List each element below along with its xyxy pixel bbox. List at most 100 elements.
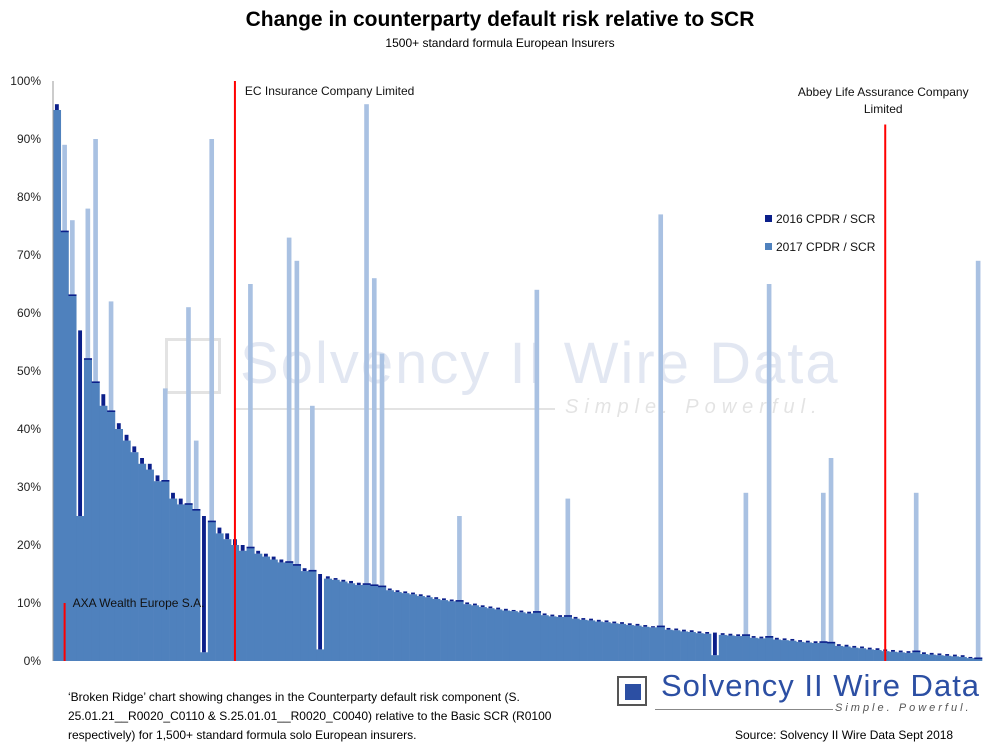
bar-2017 bbox=[834, 645, 843, 661]
bar-2017 bbox=[889, 651, 898, 661]
bar-2016 bbox=[852, 645, 857, 648]
bar-2017 bbox=[478, 607, 487, 661]
bar-2017 bbox=[927, 654, 936, 661]
y-tick-label: 60% bbox=[17, 306, 41, 320]
bar-2017 bbox=[193, 440, 199, 511]
bar-2017 bbox=[734, 636, 743, 661]
bar-2017 bbox=[966, 658, 975, 661]
bar-2016 bbox=[356, 582, 361, 586]
logo-text: Solvency II Wire Data bbox=[661, 668, 981, 703]
y-tick-label: 0% bbox=[24, 654, 42, 668]
logo: Solvency II Wire Data Simple. Powerful. bbox=[615, 668, 985, 720]
bar-2017 bbox=[820, 492, 826, 643]
bar-2017 bbox=[827, 643, 836, 661]
bar-2017 bbox=[618, 623, 627, 661]
bar-2017 bbox=[186, 307, 191, 505]
bars bbox=[53, 104, 983, 662]
bar-2016 bbox=[240, 545, 245, 551]
bar-2017 bbox=[951, 656, 960, 661]
bar-2017 bbox=[440, 600, 449, 661]
bar-2017 bbox=[486, 608, 495, 661]
bar-2016 bbox=[790, 638, 795, 641]
bar-2017 bbox=[371, 278, 377, 586]
bar-2016 bbox=[656, 625, 665, 628]
bar-2017 bbox=[858, 648, 867, 661]
bar-2017 bbox=[904, 652, 913, 661]
bar-2017 bbox=[850, 647, 859, 661]
bar-2017 bbox=[192, 510, 201, 661]
bar-2017 bbox=[393, 591, 402, 661]
bar-2017 bbox=[93, 139, 98, 383]
bar-2017 bbox=[60, 231, 69, 662]
bar-2017 bbox=[401, 593, 410, 661]
bar-2017 bbox=[633, 625, 642, 661]
bar-2016 bbox=[318, 574, 323, 650]
bar-2016 bbox=[285, 561, 294, 563]
bar-2017 bbox=[788, 640, 797, 661]
bar-2016 bbox=[192, 509, 201, 511]
bar-2017 bbox=[471, 605, 480, 661]
bar-2016 bbox=[426, 595, 431, 598]
bar-2017 bbox=[912, 651, 921, 661]
bar-2016 bbox=[666, 627, 671, 630]
bar-2016 bbox=[140, 458, 144, 464]
bar-2016 bbox=[550, 614, 555, 617]
bar-2017 bbox=[587, 620, 596, 661]
bar-2016 bbox=[378, 585, 387, 588]
bar-2017 bbox=[108, 301, 114, 412]
bar-2016 bbox=[488, 606, 493, 609]
bar-2017 bbox=[602, 622, 611, 661]
bar-2016 bbox=[705, 632, 710, 634]
bar-2017 bbox=[680, 631, 689, 661]
bar-2017 bbox=[742, 635, 751, 661]
bar-2017 bbox=[579, 619, 588, 661]
bar-2016 bbox=[612, 621, 617, 624]
bar-2016 bbox=[171, 492, 175, 499]
bar-2016 bbox=[256, 550, 261, 554]
bar-2016 bbox=[674, 628, 679, 631]
bar-2016 bbox=[279, 559, 284, 563]
bar-2017 bbox=[819, 642, 828, 661]
bar-2017 bbox=[625, 625, 634, 661]
bar-2017 bbox=[122, 440, 131, 661]
bar-2017 bbox=[718, 634, 727, 661]
bar-2017 bbox=[285, 562, 294, 661]
bar-2017 bbox=[703, 633, 712, 661]
bar-2016 bbox=[496, 607, 501, 610]
bar-2017 bbox=[379, 353, 385, 587]
bar-2017 bbox=[943, 655, 952, 661]
bar-2017 bbox=[594, 621, 603, 661]
annotation-label: EC Insurance Company Limited bbox=[245, 84, 414, 98]
bar-2017 bbox=[269, 559, 278, 661]
bar-2017 bbox=[772, 639, 782, 661]
bar-2016 bbox=[759, 636, 764, 639]
bar-2016 bbox=[202, 516, 206, 653]
bar-2016 bbox=[968, 656, 973, 659]
annotation-markers: EC Insurance Company Limited Abbey Life A… bbox=[63, 81, 969, 661]
bar-2017 bbox=[145, 469, 154, 661]
bar-2016 bbox=[333, 578, 338, 580]
bar-2016 bbox=[697, 631, 702, 634]
bar-2016 bbox=[867, 647, 872, 650]
bar-2017 bbox=[99, 405, 108, 661]
bar-2016 bbox=[798, 640, 803, 642]
bar-2016 bbox=[387, 588, 392, 591]
y-tick-label: 40% bbox=[17, 422, 41, 436]
bar-2017 bbox=[695, 633, 704, 661]
bar-2017 bbox=[842, 646, 851, 661]
bar-2017 bbox=[91, 382, 100, 661]
bar-2017 bbox=[548, 616, 557, 661]
bar-2016 bbox=[689, 630, 694, 632]
y-tick-label: 30% bbox=[17, 480, 41, 494]
bar-2016 bbox=[68, 294, 77, 296]
bar-2016 bbox=[101, 394, 106, 406]
bar-2016 bbox=[403, 591, 408, 594]
bar-2016 bbox=[774, 637, 779, 640]
bar-2016 bbox=[596, 619, 601, 622]
bar-2017 bbox=[517, 612, 526, 661]
bar-2017 bbox=[308, 571, 317, 661]
bar-2016 bbox=[563, 615, 572, 617]
bar-2017 bbox=[726, 635, 735, 661]
bar-2017 bbox=[463, 604, 472, 661]
bar-2017 bbox=[502, 610, 511, 661]
